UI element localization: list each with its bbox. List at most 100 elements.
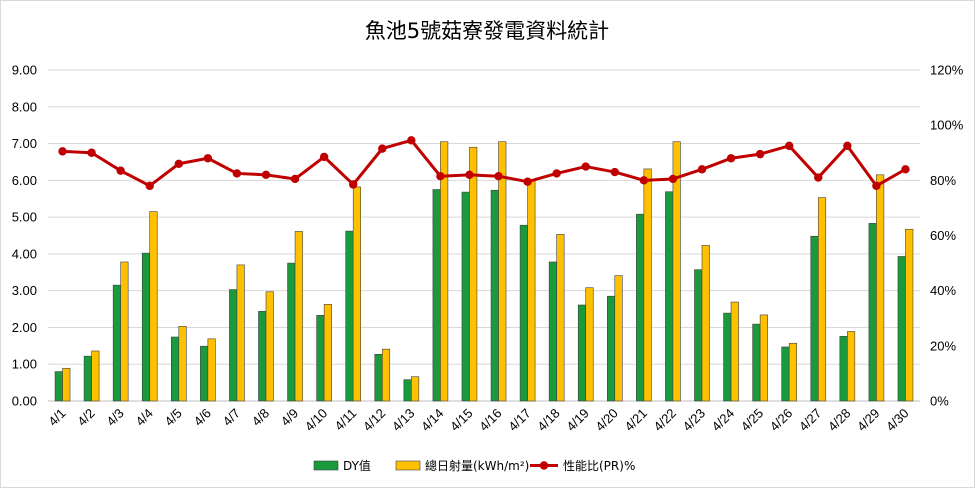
bar-irradiance <box>876 174 885 402</box>
bar-irradiance <box>91 350 100 402</box>
bars-layer <box>54 141 914 402</box>
bar-irradiance <box>585 287 594 402</box>
pr-point <box>785 141 794 151</box>
pr-point <box>843 141 852 151</box>
bar-irradiance <box>730 301 739 402</box>
bar-irradiance <box>265 291 274 402</box>
y-left-tick-label: 9.00 <box>12 63 37 78</box>
bar-irradiance <box>352 186 362 402</box>
pr-point <box>552 169 561 178</box>
y-left-tick-label: 6.00 <box>12 173 37 188</box>
bar-dy <box>461 191 470 402</box>
bar-irradiance <box>788 342 798 402</box>
bar-dy <box>345 230 354 402</box>
pr-point <box>378 144 387 153</box>
pr-point <box>116 166 125 175</box>
pr-point <box>697 165 707 174</box>
bar-irradiance <box>614 275 623 402</box>
bar-dy <box>839 335 848 402</box>
bar-irradiance <box>149 211 158 402</box>
y-left-tick-label: 5.00 <box>12 210 37 225</box>
bar-irradiance <box>411 376 420 402</box>
bar-dy <box>636 213 645 402</box>
bar-irradiance <box>498 141 507 402</box>
bar-dy <box>432 189 441 402</box>
bar-dy <box>83 355 92 402</box>
y-left-tick-label: 2.00 <box>12 320 37 335</box>
pr-point <box>465 170 474 180</box>
bar-dy <box>229 289 238 402</box>
bar-irradiance <box>527 180 536 402</box>
bar-irradiance <box>178 326 187 402</box>
bar-irradiance <box>672 141 681 402</box>
pr-point <box>174 159 183 168</box>
bar-dy <box>694 269 703 402</box>
y-left-tick-label: 7.00 <box>12 136 37 151</box>
bar-dy <box>577 304 587 402</box>
y-right-tick-label: 0% <box>930 394 949 409</box>
y-left-tick-label: 1.00 <box>12 357 37 372</box>
bar-dy <box>287 262 296 402</box>
bar-dy <box>141 252 151 402</box>
bar-irradiance <box>556 234 565 402</box>
bar-dy <box>490 189 499 402</box>
bar-irradiance <box>207 338 216 402</box>
pr-point <box>232 169 242 178</box>
pr-point <box>87 148 96 157</box>
bar-irradiance <box>817 197 827 402</box>
pr-point <box>436 171 445 181</box>
y-right-tick-label: 120% <box>930 63 964 78</box>
pr-point <box>755 149 765 159</box>
bar-irradiance <box>643 168 652 402</box>
y-left-tick-label: 4.00 <box>12 246 37 261</box>
bar-dy <box>781 346 790 402</box>
bar-dy <box>897 256 906 402</box>
pr-line <box>62 138 907 188</box>
pr-point <box>145 181 154 191</box>
bar-dy <box>868 223 877 402</box>
bar-dy <box>810 235 819 402</box>
bar-dy <box>665 191 674 402</box>
legend-marker <box>539 461 549 470</box>
pr-point <box>901 165 910 174</box>
bar-dy <box>374 353 383 402</box>
bar-irradiance <box>469 146 478 402</box>
line-layer <box>58 136 910 191</box>
pr-point <box>319 152 329 162</box>
y-right-tick-label: 60% <box>930 228 956 243</box>
bar-dy <box>519 224 528 402</box>
y-right-tick-label: 100% <box>930 118 964 133</box>
legend-swatch <box>395 460 421 471</box>
legend: DY值 總日射量(kWh/m²) 性能比(PR)% <box>313 458 635 473</box>
legend-swatch <box>313 460 339 471</box>
bar-irradiance <box>294 231 303 402</box>
pr-point <box>349 180 358 189</box>
y-axis-right: 0% 20% 40% 60% 80% 100% 120% <box>930 63 964 409</box>
bar-irradiance <box>440 141 449 402</box>
grid-layer <box>48 69 920 402</box>
bar-irradiance <box>236 264 245 402</box>
legend-label: 性能比(PR)% <box>563 459 635 473</box>
bar-dy <box>171 336 180 402</box>
legend-label: 總日射量(kWh/m²) <box>425 458 529 473</box>
pr-point <box>726 154 736 163</box>
y-right-tick-label: 20% <box>930 338 956 353</box>
pr-point <box>814 173 823 182</box>
bar-dy <box>258 310 267 402</box>
y-axis-left: 0.00 1.00 2.00 3.00 4.00 5.00 6.00 7.00 8.00 9.00 <box>12 63 37 409</box>
pr-point <box>581 162 590 171</box>
bar-dy <box>548 261 557 402</box>
bar-irradiance <box>905 228 914 402</box>
y-right-tick-label: 40% <box>930 283 956 298</box>
pr-point <box>668 174 678 184</box>
pr-point <box>261 170 271 180</box>
pr-point <box>494 171 503 181</box>
bar-irradiance <box>62 367 71 402</box>
y-left-tick-label: 0.00 <box>12 394 37 409</box>
pr-point <box>610 167 619 177</box>
bar-dy <box>200 345 209 402</box>
pr-point <box>872 181 881 191</box>
pr-point <box>639 176 649 185</box>
